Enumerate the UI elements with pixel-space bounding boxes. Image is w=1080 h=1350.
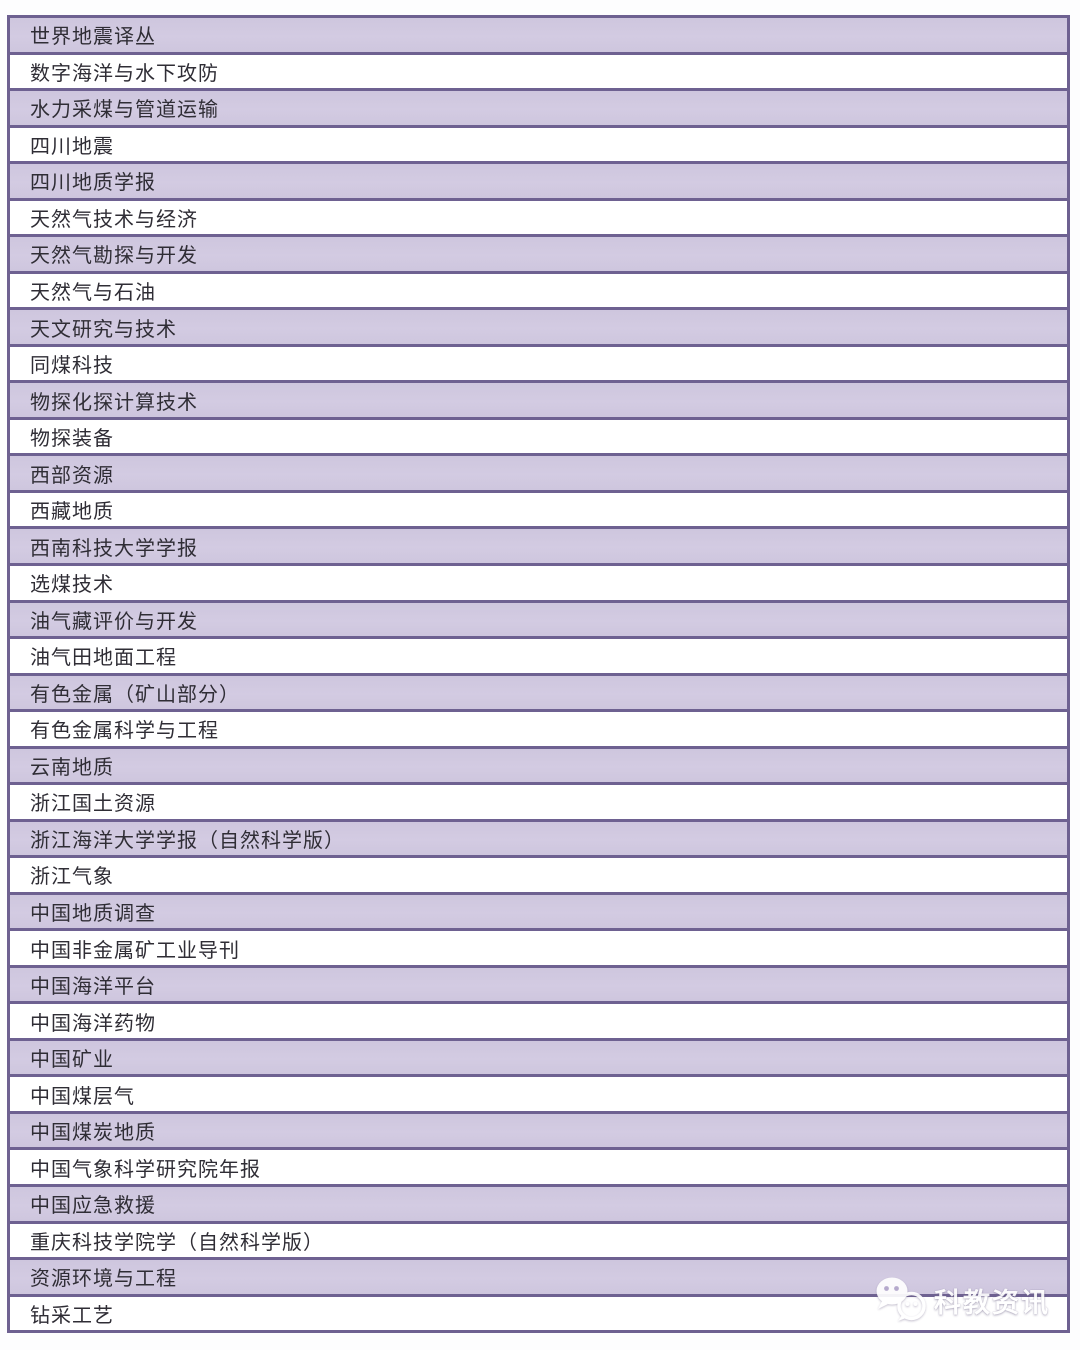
journal-name: 天文研究与技术 [30,318,177,341]
table-row: 油气藏评价与开发 [10,602,1067,640]
journal-name: 资源环境与工程 [30,1268,177,1291]
table-row: 中国煤层气 [10,1077,1067,1114]
journal-name: 中国地质调查 [30,903,156,926]
journal-name: 西部资源 [30,464,114,487]
journal-name: 钻采工艺 [30,1304,114,1327]
journal-name: 物探化探计算技术 [30,391,198,414]
journal-name: 有色金属（矿山部分） [30,683,240,706]
table-row: 西藏地质 [10,492,1067,530]
table-row: 中国海洋药物 [10,1004,1067,1041]
journal-name: 浙江海洋大学学报（自然科学版） [30,829,345,852]
journal-name: 选煤技术 [30,574,114,597]
journal-name: 重庆科技学院学（自然科学版） [30,1231,324,1254]
table-row: 中国矿业 [10,1040,1067,1078]
table-row: 世界地震译丛 [10,18,1067,55]
journal-name: 中国应急救援 [30,1195,156,1218]
journal-name: 物探装备 [30,428,114,451]
journal-name: 中国海洋药物 [30,1012,156,1035]
table-row: 油气田地面工程 [10,639,1067,676]
table-row: 四川地震 [10,127,1067,165]
table-row: 天然气勘探与开发 [10,237,1067,274]
table-row: 有色金属科学与工程 [10,712,1067,749]
table-row: 浙江国土资源 [10,785,1067,822]
table-row: 中国海洋平台 [10,967,1067,1005]
journal-name: 天然气勘探与开发 [30,245,198,268]
table-row: 选煤技术 [10,565,1067,603]
journal-name: 同煤科技 [30,355,114,378]
table-row: 云南地质 [10,748,1067,786]
journal-name: 中国海洋平台 [30,976,156,999]
journal-name: 四川地震 [30,135,114,158]
table-row: 有色金属（矿山部分） [10,675,1067,713]
journal-name: 数字海洋与水下攻防 [30,62,219,85]
table-row: 同煤科技 [10,346,1067,384]
table-row: 资源环境与工程 [10,1260,1067,1297]
journal-name: 有色金属科学与工程 [30,720,219,743]
journal-name: 中国煤炭地质 [30,1122,156,1145]
table-row: 钻采工艺 [10,1296,1067,1331]
journal-name: 中国气象科学研究院年报 [30,1158,261,1181]
table-row: 西部资源 [10,456,1067,493]
journal-table: 世界地震译丛数字海洋与水下攻防 水力采煤与管道运输 四川地震四川地质学报天然气技术与… [7,15,1070,1333]
table-row: 西南科技大学学报 [10,529,1067,566]
journal-name: 云南地质 [30,756,114,779]
table-row: 中国应急救援 [10,1187,1067,1224]
journal-name: 浙江国土资源 [30,793,156,816]
table-row: 中国非金属矿工业导刊 [10,931,1067,968]
table-row: 天文研究与技术 [10,310,1067,347]
journal-name: 天然气技术与经济 [30,208,198,231]
journal-name: 中国矿业 [30,1049,114,1072]
table-row: 天然气与石油 [10,273,1067,311]
journal-name: 天然气与石油 [30,281,156,304]
table-row: 中国煤炭地质 [10,1113,1067,1151]
table-row: 数字海洋与水下攻防 [10,54,1067,92]
table-row: 浙江海洋大学学报（自然科学版） [10,821,1067,859]
table-row: 四川地质学报 [10,164,1067,201]
journal-name: 水力采煤与管道运输 [30,99,219,122]
table-row: 中国地质调查 [10,894,1067,932]
table-row: 重庆科技学院学（自然科学版） [10,1223,1067,1261]
journal-name: 西藏地质 [30,501,114,524]
journal-name: 西南科技大学学报 [30,537,198,560]
table-row: 物探装备 [10,419,1067,457]
table-row: 浙江气象 [10,858,1067,895]
journal-name: 中国非金属矿工业导刊 [30,939,240,962]
table-row: 天然气技术与经济 [10,200,1067,238]
journal-name: 浙江气象 [30,866,114,889]
table-row: 水力采煤与管道运输 [10,91,1067,128]
journal-name: 四川地质学报 [30,172,156,195]
journal-name: 世界地震译丛 [30,26,156,49]
journal-name: 油气田地面工程 [30,647,177,670]
table-row: 物探化探计算技术 [10,383,1067,420]
journal-name: 油气藏评价与开发 [30,610,198,633]
table-row: 中国气象科学研究院年报 [10,1150,1067,1187]
journal-name: 中国煤层气 [30,1085,135,1108]
